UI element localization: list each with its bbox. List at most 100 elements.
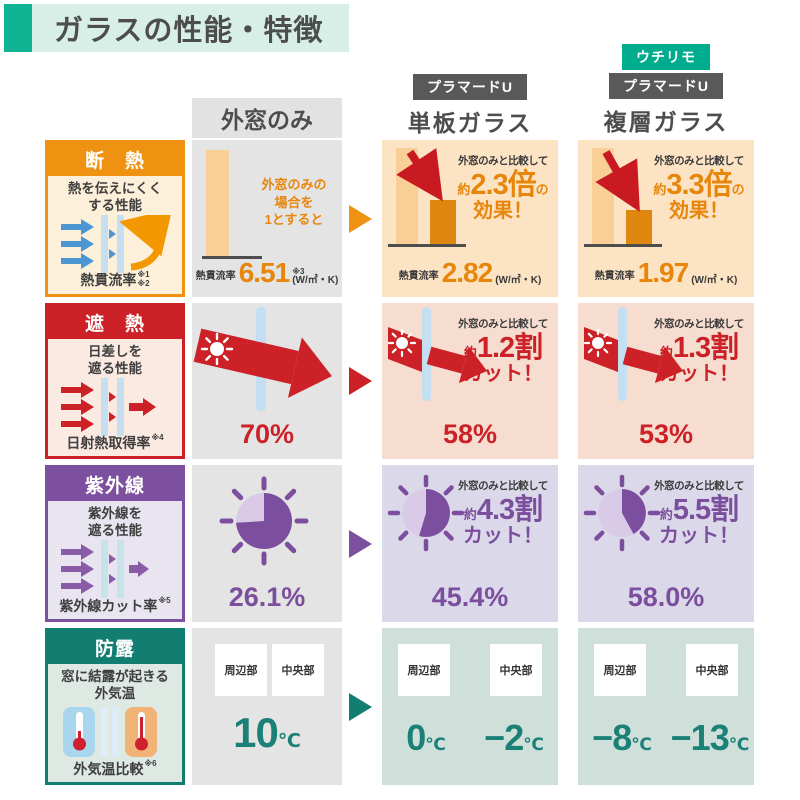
column-header-outer-window-only: 外窓のみ [192,98,342,138]
value-footnote: ※3 [292,267,305,276]
uv-base-cell: 26.1% [192,465,342,622]
compare-note: 外窓のみと比較して [458,318,548,330]
row-description: 日差しを 遮る性能 [88,344,142,376]
flow-arrow-right [349,367,372,395]
insulation-double-glass-cell: 外窓のみと比較して 約3.3倍の 効果！ 熱貫流率 1.97 (W/㎡・K) [578,140,754,297]
title-accent-square [4,4,32,52]
u-value: 1.97 [637,257,689,288]
center-temperature: −13 [670,717,730,758]
uv-label-card: 紫外線 紫外線を 遮る性能 紫外線カット率 ※5 [45,465,185,622]
temperature-unit: ℃ [425,735,446,754]
uv-cut-rate: 45.4% [431,582,509,612]
metric-label: 熱貫流率 [195,271,236,282]
flow-arrow-right [349,204,372,233]
approx-prefix: 約 [659,345,673,360]
shading-label-card: 遮 熱 日差しを 遮る性能 日射熱取得率 ※4 [45,303,185,459]
sun-blocking-flow-icon [61,377,156,436]
base-bar-chart-icon [202,150,262,259]
flow-arrow-right [349,529,372,558]
metric-label: 日射熱取得率 [66,435,151,451]
uchirimo-badge: ウチリモ [622,44,710,70]
center-area-label: 中央部 [272,644,324,696]
solar-heat-gain-rate: 53% [638,419,694,449]
approx-prefix: 約 [653,182,667,197]
row-uv: 紫外線 紫外線を 遮る性能 紫外線カット率 ※5 [0,465,800,622]
metric-footnote: ※4 [151,433,164,442]
approx-prefix: 約 [659,507,673,522]
row-title: 防露 [48,631,182,664]
cut-ratio: 4.3割 [476,494,543,526]
heat-insulation-flow-icon [61,214,171,273]
metric-unit: (W/㎡・K) [495,275,542,286]
suffix: の [731,182,745,197]
sun-pie-icon [219,476,309,566]
effect-word: 効果！ [473,200,533,223]
temperature-unit: ℃ [631,735,652,754]
center-area-label: 中央部 [686,644,738,696]
sun-arrow-reduced-icon [583,307,684,401]
page-title: ガラスの性能・特徴 [54,15,324,47]
single-glass-label: 単板ガラス [407,110,533,136]
comparison-bar-chart-icon [584,148,662,247]
center-area-label: 中央部 [490,644,542,696]
compare-note: 外窓のみと比較して [458,155,548,167]
metric-label: 外気温比較 [73,761,144,777]
u-value: 6.51 [238,257,290,288]
sun-arrow-through-glass-icon [193,307,332,411]
edge-area-label: 周辺部 [215,644,267,696]
metric-label: 熱貫流率 [594,271,635,282]
plamado-u-badge: プラマードU [412,74,528,100]
sun-pie-icon [387,474,465,552]
cut-ratio: 1.3割 [672,332,739,364]
shading-single-glass-cell: 外窓のみと比較して 約1.2割 カット！ 58% [382,303,558,459]
metric-unit: (W/㎡・K) [691,275,738,286]
metric-footnote: ※6 [144,759,157,768]
page-title-bar: ガラスの性能・特徴 [4,4,350,52]
column-header-double-glass: ウチリモ プラマードU 複層ガラス [578,44,754,137]
edge-area-label: 周辺部 [398,644,450,696]
shading-double-glass-cell: 外窓のみと比較して 約1.3割 カット！ 53% [578,303,754,459]
cut-ratio: 1.2割 [476,332,543,364]
cut-word: カット！ [463,525,543,548]
effect-word: 効果！ [669,200,729,223]
effect-multiplier: 3.3倍 [666,169,732,201]
row-condensation: 防露 窓に結露が起きる 外気温 外気温比較 ※6 周辺部 中央部 1 [0,628,800,785]
base-reference-note: 外窓のみの 場合を 1とすると [261,177,327,228]
sun-pie-icon [583,474,661,552]
metric-footnote: ※5 [158,596,171,605]
metric-footnote: ※1 ※2 [137,269,150,288]
edge-temperature: 0 [406,717,426,758]
solar-heat-gain-rate: 70% [239,419,295,449]
uv-cut-rate: 58.0% [627,582,705,612]
suffix: の [535,182,549,197]
shading-base-cell: 70% [192,303,342,459]
compare-note: 外窓のみと比較して [654,155,744,167]
temperature-unit: ℃ [277,731,301,752]
condensation-single-glass-cell: 周辺部 中央部 0℃ −2℃ [382,628,558,785]
effect-multiplier: 2.3倍 [470,169,536,201]
u-value: 2.82 [441,257,493,288]
compare-note: 外窓のみと比較して [654,318,744,330]
condensation-label-card: 防露 窓に結露が起きる 外気温 外気温比較 ※6 [45,628,185,785]
temperature-unit: ℃ [728,735,750,754]
metric-label: 紫外線カット率 [59,598,158,614]
center-temperature: −2 [484,717,524,758]
condensation-double-glass-cell: 周辺部 中央部 −8℃ −13℃ [578,628,754,785]
condensation-base-cell: 周辺部 中央部 10℃ [192,628,342,785]
cut-word: カット！ [659,525,739,548]
row-description: 熱を伝えにくく する性能 [67,181,163,213]
double-glass-label: 複層ガラス [603,109,729,135]
row-insulation: 断 熱 熱を伝えにくく する性能 熱貫流率 ※1 ※2 外窓のみの [0,140,800,297]
edge-area-label: 周辺部 [594,644,646,696]
compare-note: 外窓のみと比較して [458,480,548,492]
cut-ratio: 5.5割 [672,494,739,526]
uv-cut-rate: 26.1% [228,582,306,612]
flow-arrow-right [349,692,372,721]
row-title: 断 熱 [48,143,182,176]
approx-prefix: 約 [463,507,477,522]
insulation-label-card: 断 熱 熱を伝えにくく する性能 熱貫流率 ※1 ※2 [45,140,185,297]
uv-single-glass-cell: 外窓のみと比較して 約4.3割 カット！ 45.4% [382,465,558,622]
cut-word: カット！ [463,363,543,386]
metric-unit: (W/㎡・K) [292,275,339,286]
